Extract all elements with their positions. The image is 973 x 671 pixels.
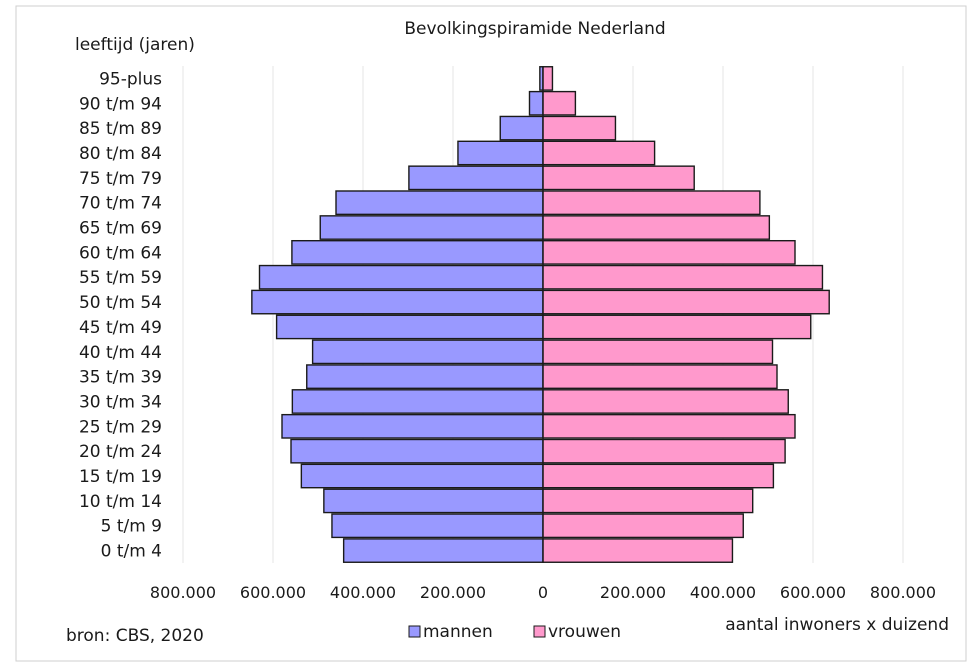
x-axis-label: aantal inwoners x duizend <box>725 615 949 635</box>
bar-vrouwen-13 <box>542 215 771 240</box>
bar-mannen-2 <box>323 488 544 514</box>
x-tick-labels: 800.000 600.000 400.000 200.000 0 200.000 400.… <box>150 583 936 602</box>
y-tick-label: 75 t/m 79 <box>79 169 162 189</box>
bar-mannen-7 <box>306 364 544 390</box>
x-tick-label: 400.000 <box>330 583 396 602</box>
legend-label-mannen: mannen <box>423 622 493 642</box>
y-tick-label: 45 t/m 49 <box>79 318 162 338</box>
bar-vrouwen-15 <box>542 165 695 191</box>
bar-vrouwen-18 <box>542 90 577 116</box>
bar-vrouwen-1 <box>542 513 744 539</box>
y-tick-label: 60 t/m 64 <box>79 243 162 263</box>
bar-vrouwen-16 <box>542 140 656 166</box>
bar-vrouwen-14 <box>542 190 761 216</box>
bar-vrouwen-19 <box>542 66 554 91</box>
x-tick-label: 800.000 <box>150 583 216 602</box>
legend-swatch-mannen <box>408 625 421 638</box>
bar-mannen-5 <box>281 413 544 439</box>
bar-vrouwen-3 <box>542 463 775 489</box>
x-tick-label: 200.000 <box>420 583 486 602</box>
bar-mannen-10 <box>251 289 544 315</box>
bar-vrouwen-17 <box>542 115 617 141</box>
bar-mannen-16 <box>457 140 544 166</box>
bar-mannen-12 <box>291 239 544 265</box>
bar-mannen-15 <box>408 165 544 191</box>
y-tick-label: 20 t/m 24 <box>79 442 162 462</box>
y-tick-label: 65 t/m 69 <box>79 219 162 239</box>
y-tick-label: 30 t/m 34 <box>79 392 162 412</box>
y-tick-label: 10 t/m 14 <box>79 492 162 512</box>
bar-mannen-1 <box>331 513 544 539</box>
bar-vrouwen-5 <box>542 413 796 439</box>
bar-mannen-11 <box>258 264 544 290</box>
x-tick-label: 0 <box>538 583 548 602</box>
y-tick-label: 50 t/m 54 <box>79 293 162 313</box>
x-tick-label: 400.000 <box>690 583 756 602</box>
legend-swatch-vrouwen <box>533 625 546 638</box>
bar-mannen-4 <box>290 438 544 464</box>
bar-mannen-9 <box>275 314 544 340</box>
x-tick-label: 800.000 <box>870 583 936 602</box>
y-tick-label: 95-plus <box>99 69 162 89</box>
x-tick-label: 600.000 <box>780 583 846 602</box>
bar-vrouwen-10 <box>542 289 830 315</box>
x-tick-label: 200.000 <box>600 583 666 602</box>
y-tick-labels: 0 t/m 4 5 t/m 9 10 t/m 14 15 t/m 19 20 t/m 2… <box>79 69 162 561</box>
chart-border <box>15 5 967 662</box>
bars-group <box>251 66 830 563</box>
legend-label-vrouwen: vrouwen <box>548 622 621 642</box>
bar-vrouwen-0 <box>542 538 734 563</box>
chart-title: Bevolkingspiramide Nederland <box>404 19 665 39</box>
y-tick-label: 5 t/m 9 <box>101 517 162 537</box>
bar-vrouwen-11 <box>542 264 824 290</box>
bar-mannen-14 <box>335 190 544 216</box>
y-tick-label: 15 t/m 19 <box>79 467 162 487</box>
bar-vrouwen-6 <box>542 389 789 414</box>
bar-vrouwen-9 <box>542 314 812 340</box>
bar-mannen-18 <box>528 90 544 116</box>
x-tick-label: 600.000 <box>240 583 306 602</box>
y-tick-label: 0 t/m 4 <box>101 542 162 562</box>
source-note: bron: CBS, 2020 <box>66 626 204 646</box>
bar-vrouwen-12 <box>542 239 796 265</box>
bar-vrouwen-7 <box>542 364 778 390</box>
y-tick-label: 70 t/m 74 <box>79 194 162 214</box>
bar-vrouwen-4 <box>542 438 786 464</box>
bar-vrouwen-2 <box>542 488 754 514</box>
y-tick-label: 85 t/m 89 <box>79 119 162 139</box>
y-axis-label: leeftijd (jaren) <box>75 35 195 55</box>
y-tick-label: 55 t/m 59 <box>79 268 162 288</box>
y-tick-label: 80 t/m 84 <box>79 144 162 164</box>
y-tick-label: 40 t/m 44 <box>79 343 162 363</box>
y-tick-label: 35 t/m 39 <box>79 368 162 388</box>
bar-mannen-17 <box>499 115 544 141</box>
legend: mannen vrouwen <box>408 622 621 642</box>
bar-mannen-6 <box>291 389 544 414</box>
bar-mannen-0 <box>342 538 544 563</box>
y-tick-label: 25 t/m 29 <box>79 417 162 437</box>
y-tick-label: 90 t/m 94 <box>79 94 162 114</box>
bar-mannen-13 <box>319 215 544 240</box>
bar-mannen-8 <box>311 339 544 365</box>
bar-vrouwen-8 <box>542 339 774 365</box>
bar-mannen-3 <box>300 463 544 489</box>
